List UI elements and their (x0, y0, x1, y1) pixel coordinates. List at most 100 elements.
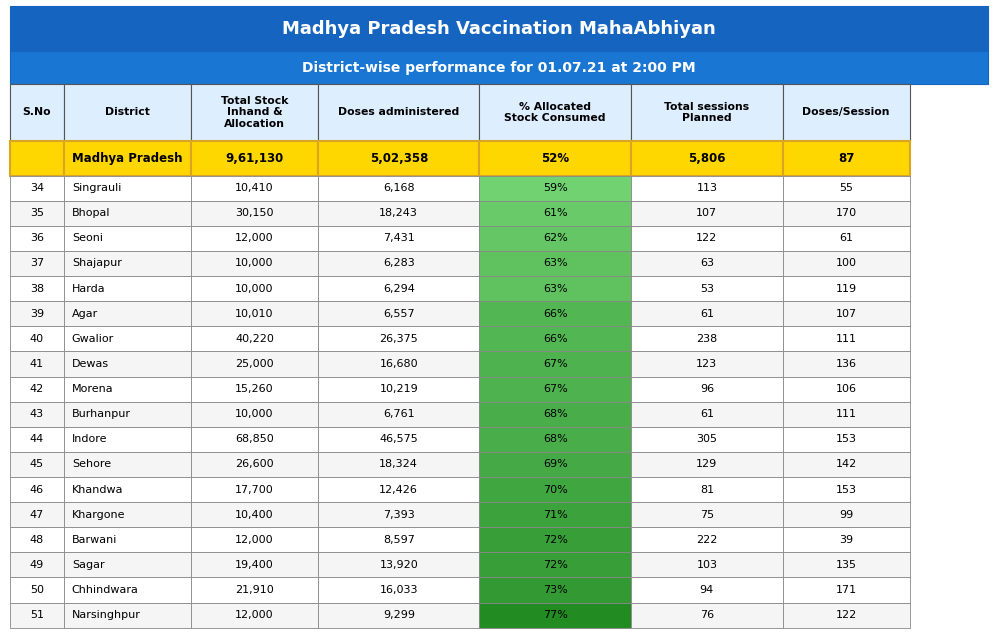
Bar (479, 502, 631, 527)
Bar (782, 276, 910, 301)
Text: 12,000: 12,000 (236, 534, 273, 545)
Bar (318, 527, 479, 552)
Text: 305: 305 (697, 434, 718, 444)
Text: 129: 129 (697, 460, 718, 469)
Bar (64, 201, 191, 226)
Text: 103: 103 (697, 560, 718, 570)
Text: 71%: 71% (543, 510, 568, 520)
Text: 46: 46 (30, 484, 44, 495)
Text: 135: 135 (835, 560, 856, 570)
Bar (318, 226, 479, 251)
Bar (631, 452, 782, 477)
Text: 16,033: 16,033 (379, 585, 418, 595)
Text: 153: 153 (835, 434, 856, 444)
Bar (479, 327, 631, 351)
Text: 6,283: 6,283 (383, 259, 414, 268)
Bar (191, 527, 318, 552)
Bar (318, 477, 479, 502)
Bar (631, 251, 782, 276)
Bar (10, 251, 64, 276)
Bar (191, 351, 318, 377)
Text: Madhya Pradesh Vaccination MahaAbhiyan: Madhya Pradesh Vaccination MahaAbhiyan (282, 20, 716, 38)
Bar (479, 176, 631, 201)
Text: 9,61,130: 9,61,130 (226, 152, 283, 165)
Bar (782, 401, 910, 427)
Bar (318, 276, 479, 301)
Text: 66%: 66% (543, 309, 568, 319)
Bar (10, 477, 64, 502)
Bar (631, 552, 782, 578)
Text: 77%: 77% (543, 610, 568, 620)
Text: 67%: 67% (543, 384, 568, 394)
Text: Total sessions
Planned: Total sessions Planned (665, 101, 749, 123)
Bar (318, 552, 479, 578)
Bar (479, 401, 631, 427)
Bar (631, 527, 782, 552)
Bar (64, 301, 191, 327)
Bar (782, 377, 910, 401)
Bar (479, 141, 631, 176)
Bar (10, 452, 64, 477)
Text: 21,910: 21,910 (236, 585, 273, 595)
Bar (10, 377, 64, 401)
Text: 25,000: 25,000 (236, 359, 273, 369)
Bar (479, 276, 631, 301)
Text: 51: 51 (30, 610, 44, 620)
Bar (782, 527, 910, 552)
Text: Morena: Morena (72, 384, 114, 394)
Text: Indore: Indore (72, 434, 107, 444)
Text: 45: 45 (30, 460, 44, 469)
Text: 61: 61 (839, 233, 853, 243)
Text: 10,410: 10,410 (236, 183, 273, 193)
Text: 136: 136 (835, 359, 856, 369)
Bar (479, 351, 631, 377)
Text: 9,299: 9,299 (383, 610, 415, 620)
Bar (318, 301, 479, 327)
Text: 10,000: 10,000 (236, 259, 273, 268)
Bar (782, 84, 910, 141)
Bar (318, 452, 479, 477)
Text: % Allocated
Stock Consumed: % Allocated Stock Consumed (504, 101, 606, 123)
Text: 49: 49 (30, 560, 44, 570)
Bar (782, 452, 910, 477)
Bar (631, 276, 782, 301)
Bar (191, 427, 318, 452)
Bar (191, 401, 318, 427)
Bar (782, 301, 910, 327)
Bar (64, 276, 191, 301)
Bar (10, 327, 64, 351)
Text: Burhanpur: Burhanpur (72, 409, 131, 419)
Text: Harda: Harda (72, 283, 106, 294)
Bar (191, 176, 318, 201)
Bar (10, 527, 64, 552)
Bar (64, 527, 191, 552)
Text: 17,700: 17,700 (236, 484, 273, 495)
Text: District-wise performance for 01.07.21 at 2:00 PM: District-wise performance for 01.07.21 a… (302, 61, 696, 75)
Text: 111: 111 (835, 334, 856, 344)
Text: 68,850: 68,850 (236, 434, 273, 444)
Bar (10, 602, 64, 628)
Bar (64, 578, 191, 602)
Text: 67%: 67% (543, 359, 568, 369)
Bar (782, 477, 910, 502)
Text: 10,000: 10,000 (236, 409, 273, 419)
Text: 55: 55 (839, 183, 853, 193)
Bar (191, 502, 318, 527)
Bar (782, 176, 910, 201)
Bar (64, 327, 191, 351)
Text: 5,806: 5,806 (688, 152, 726, 165)
Bar (318, 602, 479, 628)
Bar (782, 578, 910, 602)
Bar (479, 251, 631, 276)
Bar (479, 301, 631, 327)
Bar (782, 552, 910, 578)
Bar (191, 226, 318, 251)
Text: 61%: 61% (543, 208, 568, 218)
Text: 53: 53 (700, 283, 714, 294)
Bar (191, 602, 318, 628)
Bar (782, 351, 910, 377)
Bar (318, 401, 479, 427)
Text: 39: 39 (839, 534, 853, 545)
Text: 122: 122 (835, 610, 857, 620)
Bar (64, 427, 191, 452)
